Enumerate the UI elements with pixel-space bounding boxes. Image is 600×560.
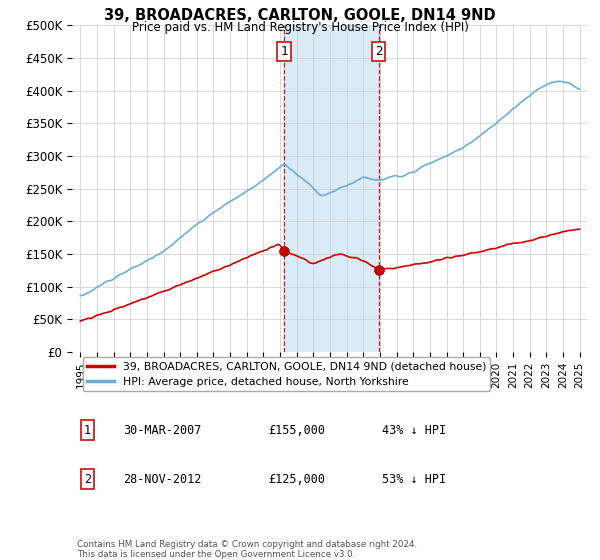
Text: 53% ↓ HPI: 53% ↓ HPI: [382, 473, 446, 486]
Legend: 39, BROADACRES, CARLTON, GOOLE, DN14 9ND (detached house), HPI: Average price, d: 39, BROADACRES, CARLTON, GOOLE, DN14 9ND…: [83, 357, 490, 391]
Text: 2: 2: [84, 473, 91, 486]
Text: 30-MAR-2007: 30-MAR-2007: [124, 424, 202, 437]
Text: 43% ↓ HPI: 43% ↓ HPI: [382, 424, 446, 437]
Text: 28-NOV-2012: 28-NOV-2012: [124, 473, 202, 486]
Bar: [284, 25, 379, 352]
Text: Contains HM Land Registry data © Crown copyright and database right 2024.
This d: Contains HM Land Registry data © Crown c…: [77, 540, 417, 559]
Text: £155,000: £155,000: [268, 424, 325, 437]
Text: 1: 1: [280, 45, 288, 58]
Text: 2: 2: [375, 45, 382, 58]
Text: Price paid vs. HM Land Registry's House Price Index (HPI): Price paid vs. HM Land Registry's House …: [131, 21, 469, 34]
Text: 1: 1: [84, 424, 91, 437]
Text: 39, BROADACRES, CARLTON, GOOLE, DN14 9ND: 39, BROADACRES, CARLTON, GOOLE, DN14 9ND: [104, 8, 496, 24]
Text: £125,000: £125,000: [268, 473, 325, 486]
